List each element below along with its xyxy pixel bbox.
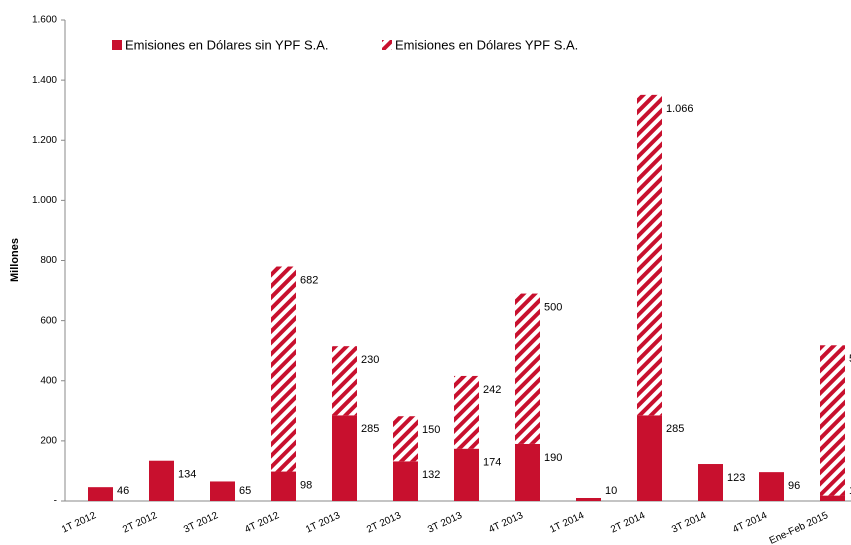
value-label: 190 [544,452,562,464]
x-tick-label: 3T 2013 [426,510,464,536]
bar-segment [698,464,723,501]
value-label: 46 [117,485,129,497]
value-label: 285 [666,423,684,435]
value-label: 96 [788,480,800,492]
y-tick-label: 800 [40,255,57,266]
bar-segment [637,94,662,416]
x-tick-label: 3T 2014 [670,510,708,536]
y-tick-label: 1.600 [32,15,57,26]
bar-segment [393,416,418,462]
x-tick-label: 4T 2012 [243,510,281,536]
value-label: 123 [727,472,745,484]
bar-segment [271,266,296,472]
bar-segment [515,293,540,444]
y-tick-label: 1.400 [32,75,57,86]
bar-segment [88,487,113,501]
legend-label: Emisiones en Dólares sin YPF S.A. [125,37,329,52]
bar-segment [637,415,662,501]
value-label: 500 [544,301,562,313]
y-tick-label: 1.000 [32,195,57,206]
x-tick-label: 2T 2012 [121,510,159,536]
value-label: 1.066 [666,103,694,115]
x-tick-label: 4T 2013 [487,510,525,536]
y-tick-label: 1.200 [32,135,57,146]
bar-segment [332,346,357,416]
value-label: 285 [361,423,379,435]
value-label: 174 [483,457,501,469]
x-tick-label: 3T 2012 [182,510,220,536]
x-tick-label: 1T 2013 [304,510,342,536]
bar-segment [271,471,296,501]
bar-segment [820,495,845,501]
value-label: 98 [300,479,312,491]
bar-segment [332,415,357,501]
value-label: 18 [849,485,851,497]
y-tick-label: 600 [40,315,57,326]
y-tick-label: 200 [40,436,57,447]
legend-swatch [382,40,392,50]
bar-segment [759,472,784,501]
value-label: 65 [239,485,251,497]
x-tick-label: 2T 2014 [609,510,647,536]
value-label: 230 [361,354,379,366]
bar-segment [454,448,479,501]
bar-segment [454,375,479,449]
value-label: 242 [483,384,501,396]
bar-segment [210,481,235,501]
legend-label: Emisiones en Dólares YPF S.A. [395,37,578,52]
value-label: 132 [422,469,440,481]
y-axis-title: Millones [9,238,21,282]
legend-swatch [112,40,122,50]
x-tick-label: Ene-Feb 2015 [768,510,830,545]
x-tick-label: 1T 2012 [60,510,98,536]
value-label: 682 [300,274,318,286]
value-label: 134 [178,469,196,481]
bar-segment [149,460,174,501]
y-tick-label: - [54,496,57,507]
bar-segment [820,345,845,496]
value-label: 10 [605,485,617,497]
value-label: 150 [422,424,440,436]
bar-segment [576,497,601,501]
x-tick-label: 1T 2014 [548,510,586,536]
bar-segment [515,443,540,501]
x-tick-label: 4T 2014 [731,510,769,536]
value-label: 500 [849,353,851,365]
bar-segment [393,461,418,501]
x-tick-label: 2T 2013 [365,510,403,536]
y-tick-label: 400 [40,375,57,386]
